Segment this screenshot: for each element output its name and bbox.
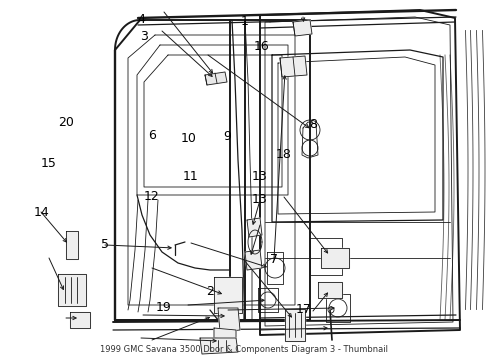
Polygon shape [280,56,306,77]
Text: 13: 13 [251,170,266,183]
Text: 3: 3 [140,30,148,42]
Text: 18: 18 [275,148,291,161]
Polygon shape [214,328,236,340]
Polygon shape [317,282,341,298]
Polygon shape [246,218,262,237]
Text: 4: 4 [138,13,145,26]
Text: 20: 20 [58,116,74,129]
Polygon shape [204,72,226,85]
Text: 1999 GMC Savana 3500 Door & Components Diagram 3 - Thumbnail: 1999 GMC Savana 3500 Door & Components D… [101,345,387,354]
Text: 17: 17 [295,303,310,316]
Polygon shape [244,250,262,270]
Text: 13: 13 [251,193,266,206]
Text: 16: 16 [253,40,269,53]
Text: 1: 1 [240,15,248,28]
Polygon shape [58,274,86,306]
Text: 11: 11 [183,170,198,183]
Polygon shape [214,277,242,313]
Text: 14: 14 [34,206,49,219]
Polygon shape [292,20,311,36]
Polygon shape [70,312,90,328]
Text: 2: 2 [206,285,214,298]
Text: 12: 12 [143,190,159,203]
Circle shape [327,307,333,313]
Text: 7: 7 [269,253,277,266]
Polygon shape [320,248,348,268]
Text: 8: 8 [308,118,316,131]
Text: 9: 9 [223,130,231,143]
Polygon shape [200,338,238,354]
Text: 6: 6 [147,129,155,141]
Polygon shape [218,308,240,332]
Text: 19: 19 [156,301,171,314]
Text: 10: 10 [180,132,196,145]
Polygon shape [66,231,78,259]
Text: 15: 15 [41,157,57,170]
Polygon shape [285,309,305,341]
Text: 5: 5 [101,238,109,251]
